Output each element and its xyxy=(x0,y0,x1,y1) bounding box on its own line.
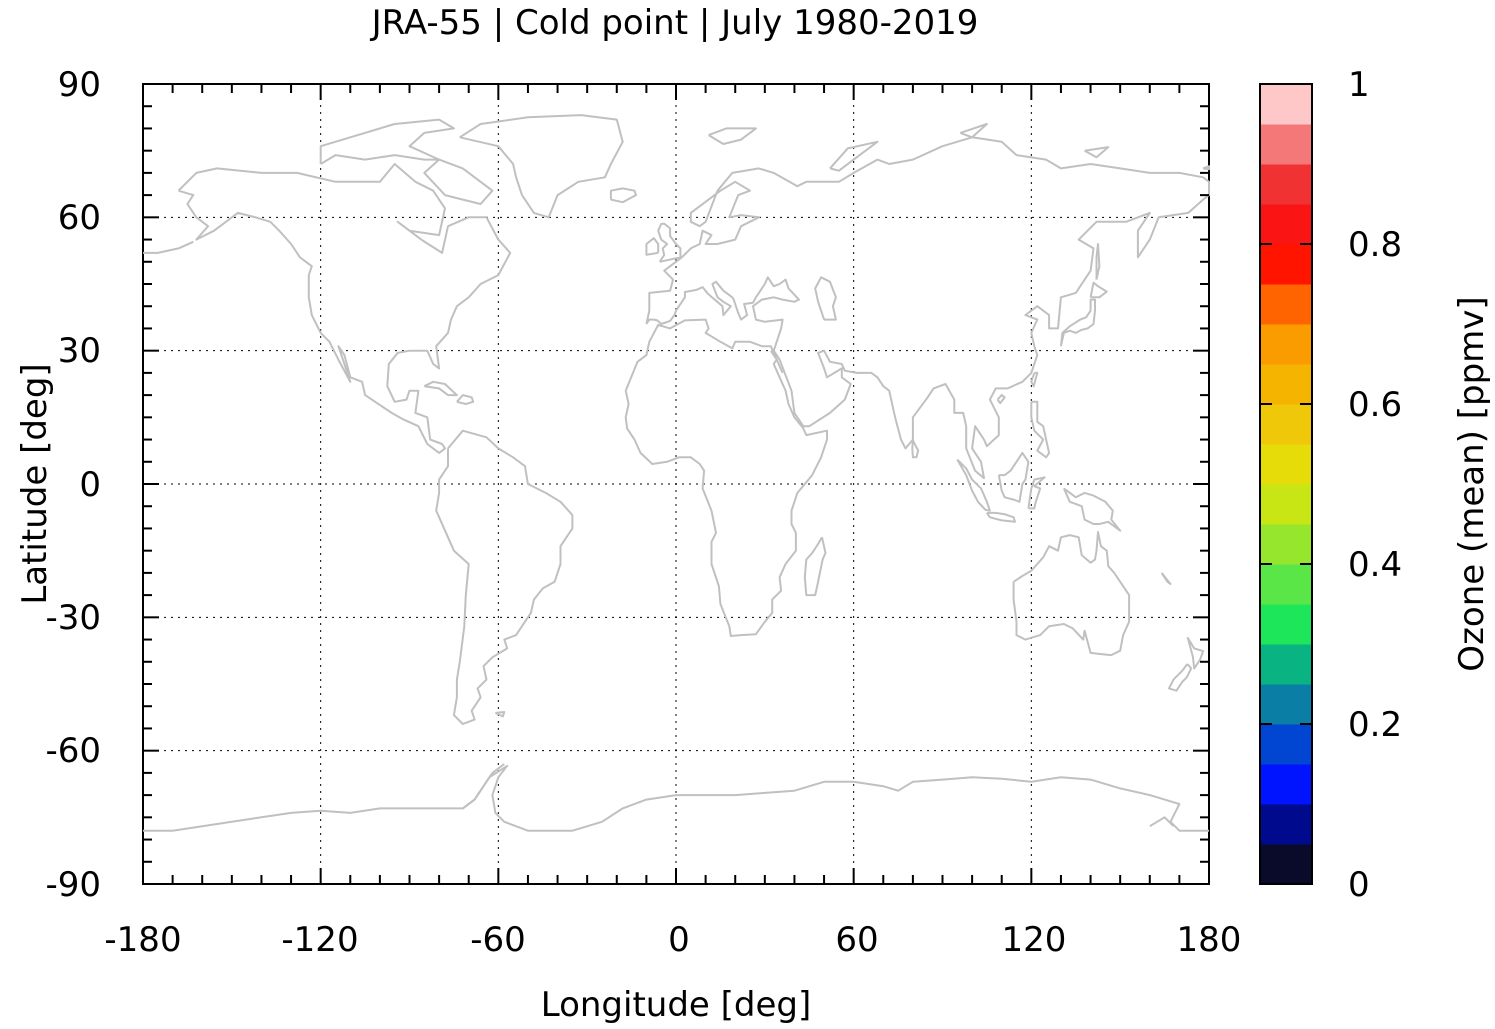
colorbar-tick-label: 0.4 xyxy=(1348,545,1402,585)
plot-area xyxy=(142,83,1210,885)
x-tick-label: 60 xyxy=(835,920,878,960)
x-axis-label: Longitude [deg] xyxy=(541,985,812,1025)
gridlines xyxy=(143,84,1209,884)
coastline-greenland xyxy=(459,114,624,219)
coastline-africa xyxy=(624,318,828,637)
x-tick-label: 180 xyxy=(1177,920,1242,960)
colorbar-frame xyxy=(1259,83,1313,885)
coastline-eurasia xyxy=(645,136,1210,480)
y-tick-label: -60 xyxy=(45,731,101,771)
coastline-iceland xyxy=(609,187,637,204)
coastline-new-zealand-s xyxy=(1168,663,1193,692)
colorbar: 0 0.2 0.4 0.6 0.8 1 Ozone (mean) [ppmv] xyxy=(1259,65,1492,905)
y-tick-label: 90 xyxy=(58,65,101,105)
coastline-new-caledonia xyxy=(1160,572,1172,585)
x-tick-labels: -180 -120 -60 0 60 120 180 xyxy=(104,920,1241,960)
colorbar-tick-label: 0.6 xyxy=(1348,385,1402,425)
coastline-borneo xyxy=(997,451,1030,503)
x-tick-label: 0 xyxy=(668,920,690,960)
coastline-sri-lanka xyxy=(911,439,920,459)
coastline-new-guinea xyxy=(1062,487,1122,532)
colorbar-tick-label: 0.2 xyxy=(1348,705,1402,745)
y-tick-labels: 90 60 30 0 -30 -60 -90 xyxy=(45,65,101,905)
colorbar-cell xyxy=(1260,444,1312,485)
colorbar-cell xyxy=(1260,124,1312,165)
coastline-south-america xyxy=(435,429,574,725)
colorbar-cell xyxy=(1260,764,1312,805)
coastline-antarctica xyxy=(143,764,1209,832)
coastline-arabia-red-sea xyxy=(769,350,784,374)
coastline-novaya-zemlya xyxy=(829,140,879,172)
colorbar-cell xyxy=(1260,804,1312,845)
colorbar-tick-label: 0 xyxy=(1348,865,1370,905)
coastlines xyxy=(143,114,1210,832)
coastline-wrangel xyxy=(1202,165,1210,171)
colorbar-cell xyxy=(1260,724,1312,765)
y-tick-label: 60 xyxy=(58,198,101,238)
coastline-sakhalin xyxy=(1095,243,1101,280)
colorbar-cell xyxy=(1260,484,1312,525)
coastline-canadian-archipelago xyxy=(319,118,455,165)
coastline-hokkaido xyxy=(1089,281,1108,299)
coastline-madagascar xyxy=(803,536,827,597)
colorbar-cells xyxy=(1260,84,1312,885)
colorbar-tick-label: 1 xyxy=(1348,65,1370,105)
x-tick-label: -60 xyxy=(470,920,526,960)
coastline-hispaniola xyxy=(456,394,475,405)
axis-ticks xyxy=(142,83,1210,885)
coastline-ross-ice xyxy=(1149,816,1175,828)
colorbar-cell xyxy=(1260,244,1312,285)
coastline-ireland xyxy=(645,237,660,256)
colorbar-cell xyxy=(1260,684,1312,725)
coastline-aleutians xyxy=(143,240,194,254)
y-tick-label: 0 xyxy=(79,465,101,505)
colorbar-cell xyxy=(1260,644,1312,685)
coastline-svalbard xyxy=(708,127,757,145)
coastline-cuba xyxy=(423,380,458,397)
colorbar-cell xyxy=(1260,604,1312,645)
y-axis-label: Latitude [deg] xyxy=(15,363,55,604)
colorbar-cell xyxy=(1260,364,1312,405)
colorbar-cell xyxy=(1260,84,1312,125)
coastline-falklands xyxy=(494,711,506,718)
coastline-sumatra xyxy=(956,458,991,512)
colorbar-cell xyxy=(1260,564,1312,605)
coastline-severnaya-zemlya xyxy=(959,123,988,139)
y-tick-label: 30 xyxy=(58,331,101,371)
x-tick-label: -180 xyxy=(104,920,181,960)
coastline-great-britain xyxy=(657,222,682,263)
colorbar-cell xyxy=(1260,324,1312,365)
coastline-north-america xyxy=(177,163,512,454)
y-tick-label: -30 xyxy=(45,598,101,638)
chart-title: JRA-55 | Cold point | July 1980-2019 xyxy=(370,3,979,43)
coastline-new-siberian xyxy=(1084,146,1110,159)
colorbar-cell xyxy=(1260,404,1312,445)
coastline-taiwan xyxy=(1030,371,1039,388)
y-tick-label: -90 xyxy=(45,865,101,905)
colorbar-cell xyxy=(1260,204,1312,245)
coastline-japan xyxy=(1059,298,1096,347)
colorbar-cell xyxy=(1260,844,1312,885)
colorbar-label: Ozone (mean) [ppmv] xyxy=(1452,296,1492,671)
coastline-java xyxy=(986,511,1016,523)
colorbar-ticks xyxy=(1260,83,1312,885)
coastline-hainan xyxy=(996,394,1006,405)
colorbar-cell xyxy=(1260,164,1312,205)
coastline-baffin-island xyxy=(423,158,494,205)
colorbar-cell xyxy=(1260,524,1312,565)
coastline-australia xyxy=(1012,531,1131,657)
coastline-new-zealand-n xyxy=(1186,636,1205,670)
x-tick-label: -120 xyxy=(281,920,358,960)
coastline-sulawesi xyxy=(1027,476,1046,510)
colorbar-tick-label: 0.8 xyxy=(1348,225,1402,265)
coastline-philippines xyxy=(1030,400,1051,459)
colorbar-cell xyxy=(1260,284,1312,325)
x-tick-label: 120 xyxy=(1002,920,1067,960)
coastline-caspian xyxy=(814,276,837,321)
